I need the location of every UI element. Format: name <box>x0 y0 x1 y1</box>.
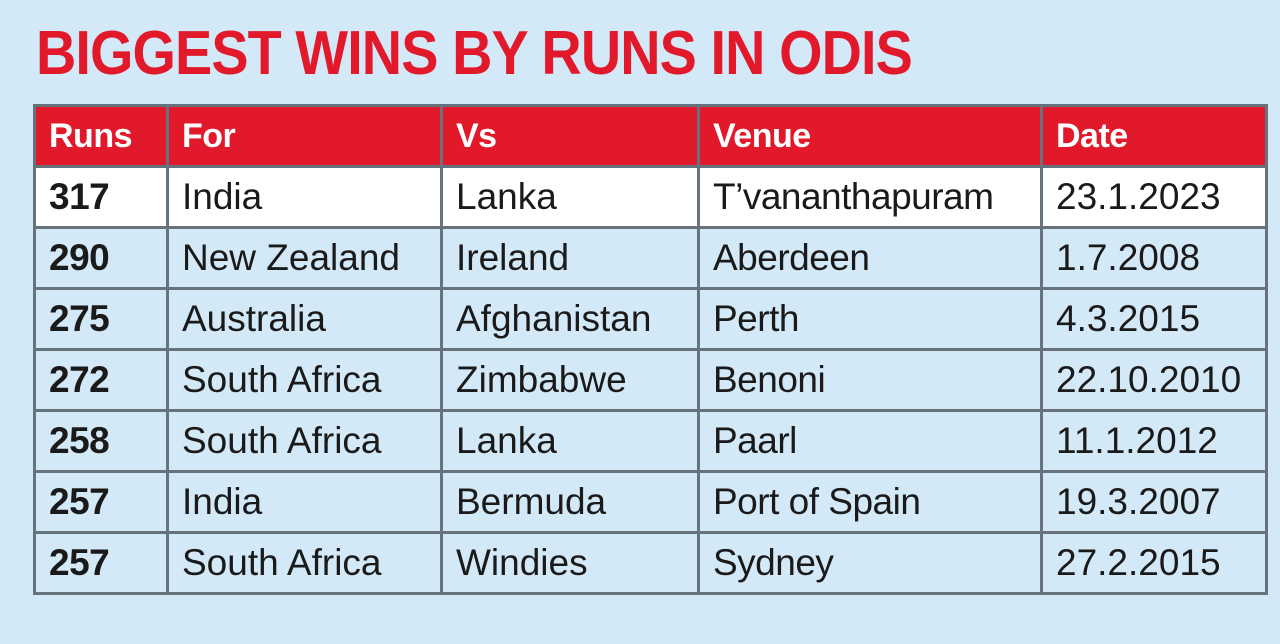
cell-date: 11.1.2012 <box>1040 409 1268 473</box>
cell-venue: Perth <box>697 287 1043 351</box>
cell-for: South Africa <box>166 531 443 595</box>
wins-table: Runs For Vs Venue Date 317 India Lanka T… <box>33 104 1268 595</box>
cell-date: 4.3.2015 <box>1040 287 1268 351</box>
cell-date: 23.1.2023 <box>1040 165 1268 229</box>
cell-date: 27.2.2015 <box>1040 531 1268 595</box>
cell-venue: T’vananthapuram <box>697 165 1043 229</box>
cell-runs: 317 <box>33 165 169 229</box>
table-row: 317 India Lanka T’vananthapuram 23.1.202… <box>33 165 1268 229</box>
column-header-for: For <box>166 104 443 168</box>
cell-venue: Aberdeen <box>697 226 1043 290</box>
cell-for: India <box>166 470 443 534</box>
table-row: 258 South Africa Lanka Paarl 11.1.2012 <box>33 409 1268 473</box>
cell-runs: 275 <box>33 287 169 351</box>
cell-vs: Zimbabwe <box>440 348 700 412</box>
cell-vs: Ireland <box>440 226 700 290</box>
cell-date: 19.3.2007 <box>1040 470 1268 534</box>
table-row: 290 New Zealand Ireland Aberdeen 1.7.200… <box>33 226 1268 290</box>
table-header-row: Runs For Vs Venue Date <box>33 104 1268 168</box>
cell-runs: 272 <box>33 348 169 412</box>
cell-runs: 258 <box>33 409 169 473</box>
cell-for: India <box>166 165 443 229</box>
cell-for: Australia <box>166 287 443 351</box>
cell-vs: Lanka <box>440 409 700 473</box>
cell-for: New Zealand <box>166 226 443 290</box>
cell-for: South Africa <box>166 409 443 473</box>
column-header-venue: Venue <box>697 104 1043 168</box>
cell-vs: Afghanistan <box>440 287 700 351</box>
cell-vs: Windies <box>440 531 700 595</box>
column-header-date: Date <box>1040 104 1268 168</box>
cell-runs: 257 <box>33 470 169 534</box>
cell-runs: 290 <box>33 226 169 290</box>
page-title: BIGGEST WINS BY RUNS IN ODIS <box>36 19 913 88</box>
cell-for: South Africa <box>166 348 443 412</box>
table-row: 257 South Africa Windies Sydney 27.2.201… <box>33 531 1268 595</box>
cell-runs: 257 <box>33 531 169 595</box>
cell-date: 22.10.2010 <box>1040 348 1268 412</box>
cell-venue: Port of Spain <box>697 470 1043 534</box>
cell-date: 1.7.2008 <box>1040 226 1268 290</box>
cell-venue: Sydney <box>697 531 1043 595</box>
cell-vs: Lanka <box>440 165 700 229</box>
cell-vs: Bermuda <box>440 470 700 534</box>
table-row: 257 India Bermuda Port of Spain 19.3.200… <box>33 470 1268 534</box>
column-header-vs: Vs <box>440 104 700 168</box>
table-row: 272 South Africa Zimbabwe Benoni 22.10.2… <box>33 348 1268 412</box>
table-row: 275 Australia Afghanistan Perth 4.3.2015 <box>33 287 1268 351</box>
column-header-runs: Runs <box>33 104 169 168</box>
cell-venue: Benoni <box>697 348 1043 412</box>
cell-venue: Paarl <box>697 409 1043 473</box>
